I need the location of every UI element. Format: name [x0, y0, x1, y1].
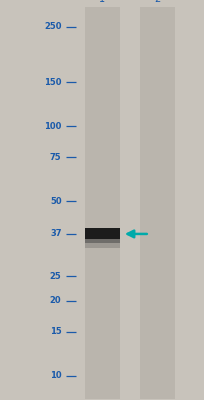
- Bar: [85, 228, 119, 240]
- Text: 75: 75: [50, 153, 61, 162]
- Text: 100: 100: [44, 122, 61, 131]
- Text: 250: 250: [44, 22, 61, 31]
- Text: 15: 15: [50, 327, 61, 336]
- Bar: [85, 7, 119, 399]
- Text: 150: 150: [44, 78, 61, 87]
- Bar: [85, 240, 119, 243]
- Bar: [85, 240, 119, 248]
- Text: 37: 37: [50, 230, 61, 238]
- Text: 1: 1: [99, 0, 105, 4]
- Text: 20: 20: [50, 296, 61, 305]
- Text: 25: 25: [50, 272, 61, 281]
- Bar: [140, 7, 174, 399]
- Text: 10: 10: [50, 371, 61, 380]
- Text: 2: 2: [154, 0, 160, 4]
- Text: 50: 50: [50, 197, 61, 206]
